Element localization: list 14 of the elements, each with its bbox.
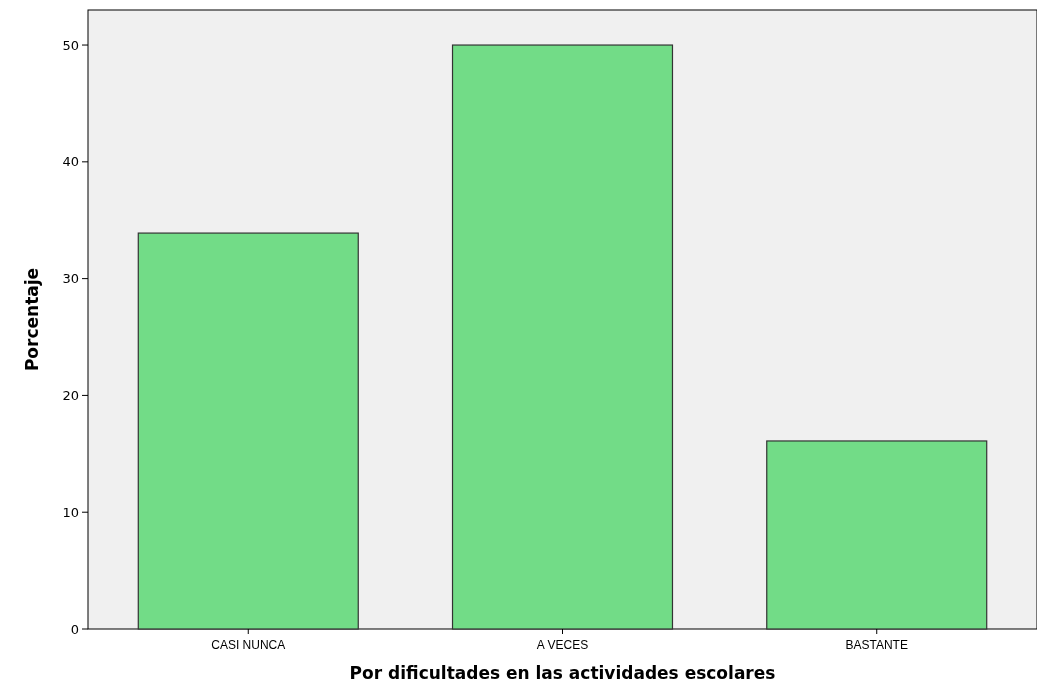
x-tick-label: CASI NUNCA (211, 638, 286, 652)
bar (137, 232, 359, 630)
x-tick-label: BASTANTE (845, 638, 908, 652)
y-tick-label: 50 (62, 37, 79, 53)
y-tick-label: 30 (62, 271, 79, 287)
y-tick-label: 20 (62, 387, 79, 403)
x-axis-title: Por dificultades en las actividades escolares (349, 663, 776, 683)
bar (766, 440, 988, 630)
y-axis-title: Porcentaje (22, 267, 42, 372)
y-tick-label: 10 (62, 504, 79, 520)
x-tick-label: A VECES (536, 638, 589, 652)
y-tick-label: 0 (70, 621, 79, 637)
y-tick-label: 40 (62, 154, 79, 170)
bar (451, 44, 674, 630)
